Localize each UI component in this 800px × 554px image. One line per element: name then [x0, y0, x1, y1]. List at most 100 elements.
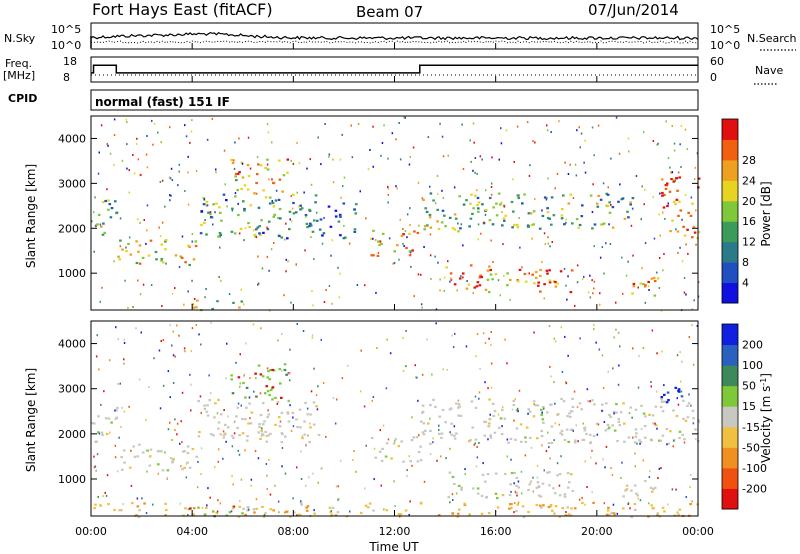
noise-cell	[289, 218, 291, 221]
echo-cell	[537, 494, 541, 497]
noise-cell	[563, 267, 566, 270]
date-title: 07/Jun/2014	[588, 1, 679, 19]
noise-cell	[549, 457, 551, 460]
echo-cell	[281, 190, 284, 193]
echo-cell	[540, 429, 543, 433]
echo-cell	[540, 506, 543, 509]
noise-cell	[677, 403, 680, 406]
noise-cell	[689, 486, 691, 489]
echo-cell	[199, 232, 203, 235]
noise-cell	[541, 209, 543, 212]
echo-cell	[195, 455, 199, 458]
echo-cell	[272, 215, 276, 218]
echo-cell	[230, 434, 234, 437]
echo-cell	[556, 282, 559, 285]
echo-cell	[255, 181, 258, 185]
echo-cell	[536, 404, 540, 407]
echo-cell	[563, 493, 567, 496]
echo-cell	[558, 494, 562, 497]
noise-cell	[121, 406, 123, 409]
echo-cell	[236, 189, 239, 192]
echo-cell	[334, 209, 338, 212]
noise-cell	[574, 304, 576, 307]
noise-cell	[592, 183, 594, 186]
echo-cell	[529, 212, 533, 215]
echo-cell	[436, 208, 439, 211]
noise-cell	[501, 406, 504, 409]
echo-cell	[253, 233, 257, 236]
noise-cell	[126, 167, 128, 170]
noise-cell	[414, 364, 416, 367]
echo-cell	[477, 210, 480, 213]
echo-cell	[644, 479, 647, 483]
echo-cell	[412, 436, 415, 439]
echo-cell	[231, 207, 234, 210]
echo-cell	[492, 206, 495, 209]
noise-cell	[265, 435, 268, 437]
noise-cell	[239, 382, 241, 385]
echo-cell	[627, 216, 630, 219]
echo-cell	[261, 432, 264, 435]
noise-cell	[178, 163, 181, 166]
noise-cell	[398, 258, 400, 261]
echo-cell	[241, 512, 244, 515]
noise-tick-right-top: 10^5	[710, 23, 740, 36]
echo-cell	[534, 276, 538, 279]
echo-cell	[538, 227, 542, 230]
noise-cell	[408, 514, 410, 516]
noise-cell	[137, 218, 139, 221]
echo-cell	[249, 204, 253, 207]
colorbar-segment	[722, 180, 738, 202]
echo-cell	[246, 188, 250, 191]
noise-cell	[187, 171, 189, 174]
echo-cell	[273, 213, 276, 216]
echo-cell	[642, 283, 645, 286]
echo-cell	[660, 398, 663, 401]
noise-cell	[423, 480, 426, 483]
echo-cell	[272, 509, 275, 512]
x-tick-label: 00:00	[682, 525, 714, 538]
noise-cell	[164, 205, 166, 208]
noise-cell	[162, 384, 165, 387]
noise-cell	[120, 426, 122, 428]
echo-cell	[565, 428, 569, 431]
noise-cell	[630, 224, 633, 227]
echo-cell	[405, 246, 408, 250]
echo-cell	[300, 207, 304, 210]
echo-cell	[640, 404, 643, 407]
echo-cell	[470, 193, 473, 196]
echo-cell	[94, 503, 97, 506]
cpid-text: normal (fast) 151 IF	[95, 95, 230, 109]
noise-cell	[603, 421, 606, 423]
echo-cell	[203, 221, 206, 224]
echo-cell	[327, 205, 331, 208]
noise-cell	[604, 466, 606, 469]
echo-cell	[566, 415, 569, 418]
echo-cell	[530, 223, 534, 227]
noise-cell	[167, 428, 170, 431]
echo-cell	[678, 176, 681, 179]
noise-cell	[673, 142, 676, 145]
echo-cell	[623, 217, 627, 220]
noise-cell	[281, 332, 283, 335]
noise-cell	[306, 407, 309, 410]
echo-cell	[282, 174, 286, 177]
echo-cell	[521, 505, 525, 508]
noise-cell	[447, 260, 449, 263]
noise-cell	[541, 444, 543, 447]
echo-cell	[203, 404, 206, 407]
echo-cell	[573, 507, 577, 510]
echo-cell	[344, 236, 347, 239]
noise-cell	[385, 387, 388, 390]
noise-cell	[667, 202, 669, 205]
echo-cell	[476, 281, 480, 284]
echo-cell	[238, 505, 242, 508]
echo-cell	[257, 163, 260, 166]
echo-cell	[471, 426, 474, 429]
echo-cell	[606, 423, 610, 426]
noise-cell	[225, 377, 227, 380]
echo-cell	[192, 513, 195, 516]
echo-cell	[569, 291, 573, 294]
colorbar-tick-label: 100	[742, 359, 763, 372]
